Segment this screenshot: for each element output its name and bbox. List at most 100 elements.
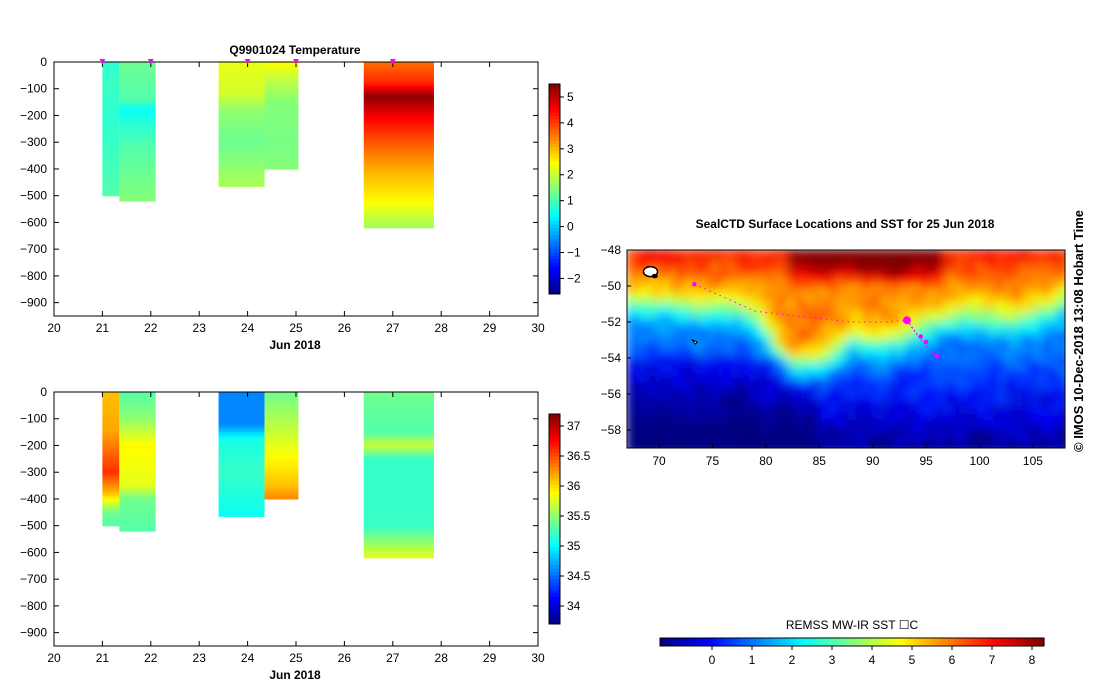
sst-cell bbox=[662, 387, 670, 395]
sst-cell bbox=[686, 417, 694, 425]
profile-cell bbox=[264, 405, 299, 409]
sst-cell bbox=[794, 399, 802, 407]
sst-cell bbox=[662, 357, 670, 365]
sst-cell bbox=[878, 303, 886, 311]
sst-cell bbox=[968, 417, 976, 425]
sst-cell bbox=[776, 261, 784, 269]
sst-cell bbox=[944, 327, 952, 335]
sst-colorbar-segment bbox=[804, 638, 810, 646]
sst-cell bbox=[1046, 315, 1054, 323]
profile-cell bbox=[363, 171, 434, 175]
x-tick-label: 24 bbox=[241, 651, 255, 665]
sst-cell bbox=[1016, 250, 1024, 257]
sst-cell bbox=[902, 423, 910, 431]
sst-cell bbox=[980, 411, 988, 419]
profile-cell bbox=[264, 64, 299, 68]
sst-cell bbox=[710, 429, 718, 437]
sst-cell bbox=[860, 297, 868, 305]
sst-cell bbox=[1040, 261, 1048, 269]
sst-cell bbox=[968, 327, 976, 335]
sst-cell bbox=[662, 309, 670, 317]
sst-cell bbox=[758, 273, 766, 281]
sst-cell bbox=[1034, 363, 1042, 371]
sst-cell bbox=[836, 387, 844, 395]
sst-cell bbox=[818, 321, 826, 329]
colorbar-segment bbox=[549, 536, 560, 541]
sst-cell bbox=[710, 291, 718, 299]
sst-cell bbox=[764, 435, 772, 443]
sst-colorbar-segment bbox=[679, 638, 685, 646]
sst-cell bbox=[800, 345, 808, 353]
colorbar-segment bbox=[549, 529, 560, 534]
profile-cell bbox=[264, 434, 299, 439]
sst-cell bbox=[878, 273, 886, 281]
sst-cell bbox=[818, 423, 826, 431]
sst-cell bbox=[908, 399, 916, 407]
sst-cell bbox=[728, 435, 736, 443]
sst-cell bbox=[938, 273, 946, 281]
sst-cell bbox=[1040, 435, 1048, 443]
profile-cell bbox=[363, 509, 434, 513]
sst-cell bbox=[764, 345, 772, 353]
sst-cell bbox=[974, 381, 982, 389]
sst-cell bbox=[680, 345, 688, 353]
sst-cell bbox=[662, 303, 670, 311]
profile-cell bbox=[264, 112, 299, 117]
profile-cell bbox=[119, 147, 156, 151]
sst-cell bbox=[1040, 303, 1048, 311]
sst-cell bbox=[902, 267, 910, 275]
colorbar-segment bbox=[549, 547, 560, 551]
sst-cell bbox=[716, 267, 724, 275]
sst-cell bbox=[1046, 417, 1054, 425]
profile-cell bbox=[119, 142, 156, 146]
sst-cell bbox=[650, 333, 658, 341]
sst-cell bbox=[1016, 411, 1024, 419]
sst-cell bbox=[770, 291, 778, 299]
sst-cell bbox=[710, 363, 718, 371]
profile-cell bbox=[102, 432, 120, 436]
colorbar-segment bbox=[549, 617, 560, 621]
colorbar-segment bbox=[549, 494, 560, 499]
surface-marker bbox=[293, 59, 299, 64]
sst-cell bbox=[680, 315, 688, 323]
profile-cell bbox=[218, 96, 265, 101]
sst-cell bbox=[848, 333, 856, 341]
sst-cell bbox=[1004, 309, 1012, 317]
sst-cell bbox=[728, 333, 736, 341]
colorbar-segment bbox=[549, 466, 560, 471]
sst-cell bbox=[968, 279, 976, 287]
sst-cell bbox=[1004, 423, 1012, 431]
sst-cell bbox=[710, 417, 718, 425]
sst-cell bbox=[1022, 429, 1030, 437]
sst-cell bbox=[854, 441, 862, 448]
sst-cell bbox=[908, 429, 916, 437]
sst-cell bbox=[1052, 291, 1060, 299]
sst-cell bbox=[662, 441, 670, 448]
sst-cell bbox=[872, 417, 880, 425]
sst-cell bbox=[986, 255, 994, 263]
sst-cell bbox=[1034, 351, 1042, 359]
sst-cell bbox=[1040, 327, 1048, 335]
sst-cell bbox=[1016, 351, 1024, 359]
profile-cell bbox=[102, 187, 120, 191]
colorbar-segment bbox=[549, 459, 560, 464]
sst-cell bbox=[686, 405, 694, 413]
sst-cell bbox=[728, 279, 736, 287]
sst-cell bbox=[800, 315, 808, 323]
sst-cell bbox=[734, 441, 742, 448]
sst-cell bbox=[980, 345, 988, 353]
sst-cell bbox=[644, 363, 652, 371]
sst-cell bbox=[680, 333, 688, 341]
sst-cell bbox=[716, 345, 724, 353]
sst-colorbar-segment bbox=[967, 638, 973, 646]
sst-cell bbox=[656, 363, 664, 371]
sst-cell bbox=[746, 333, 754, 341]
sst-cell bbox=[764, 255, 772, 263]
profile-cell bbox=[218, 168, 265, 173]
sst-cell bbox=[650, 321, 658, 329]
sst-cell bbox=[776, 435, 784, 443]
sst-cell bbox=[734, 387, 742, 395]
sst-cell bbox=[944, 315, 952, 323]
sst-cell bbox=[788, 285, 796, 293]
sst-cell bbox=[824, 411, 832, 419]
